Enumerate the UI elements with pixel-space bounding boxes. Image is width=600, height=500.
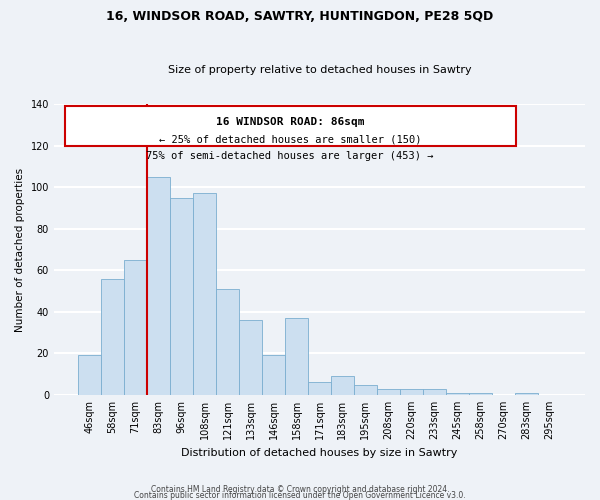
Y-axis label: Number of detached properties: Number of detached properties [15, 168, 25, 332]
Bar [101, 278, 124, 395]
Bar [331, 376, 354, 395]
Title: Size of property relative to detached houses in Sawtry: Size of property relative to detached ho… [167, 66, 471, 76]
Bar [193, 194, 216, 395]
Bar [446, 393, 469, 395]
Text: Contains public sector information licensed under the Open Government Licence v3: Contains public sector information licen… [134, 490, 466, 500]
Bar [78, 356, 101, 395]
Bar [124, 260, 147, 395]
Text: Contains HM Land Registry data © Crown copyright and database right 2024.: Contains HM Land Registry data © Crown c… [151, 484, 449, 494]
Bar [239, 320, 262, 395]
Bar [469, 393, 492, 395]
Text: 16 WINDSOR ROAD: 86sqm: 16 WINDSOR ROAD: 86sqm [216, 117, 364, 127]
Bar [400, 388, 423, 395]
Bar [423, 388, 446, 395]
Bar [308, 382, 331, 395]
Bar [515, 393, 538, 395]
Bar [354, 384, 377, 395]
X-axis label: Distribution of detached houses by size in Sawtry: Distribution of detached houses by size … [181, 448, 458, 458]
Bar [170, 198, 193, 395]
Text: 16, WINDSOR ROAD, SAWTRY, HUNTINGDON, PE28 5QD: 16, WINDSOR ROAD, SAWTRY, HUNTINGDON, PE… [106, 10, 494, 23]
FancyBboxPatch shape [65, 106, 516, 146]
Text: ← 25% of detached houses are smaller (150): ← 25% of detached houses are smaller (15… [159, 134, 421, 144]
Bar [377, 388, 400, 395]
Bar [262, 356, 285, 395]
Bar [216, 289, 239, 395]
Bar [147, 177, 170, 395]
Bar [285, 318, 308, 395]
Text: 75% of semi-detached houses are larger (453) →: 75% of semi-detached houses are larger (… [146, 150, 434, 160]
